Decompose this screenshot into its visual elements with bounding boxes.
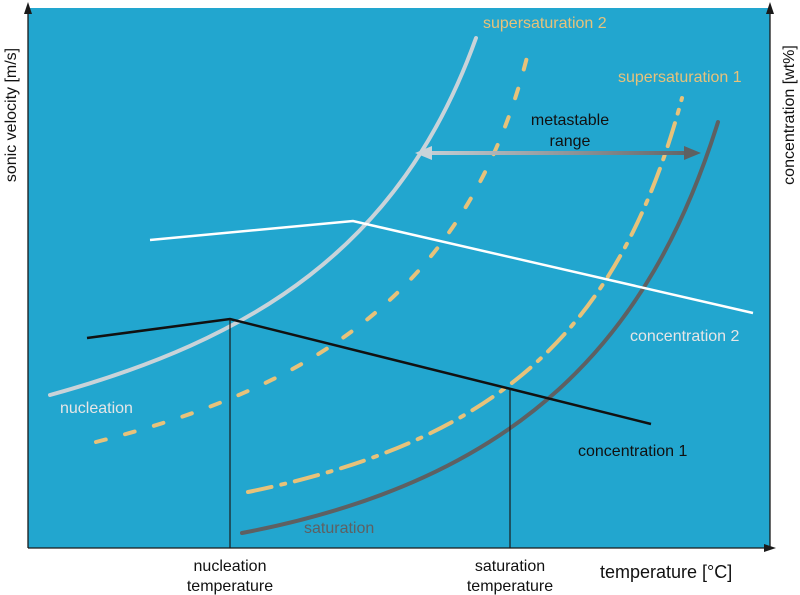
saturation-curve-label: saturation [304, 520, 374, 537]
saturation-temperature-label-line2: temperature [467, 578, 553, 595]
y-axis-right-arrowhead [766, 2, 774, 14]
nucleation-temperature-label-line1: nucleation [194, 558, 267, 575]
y-axis-left-arrowhead [24, 2, 32, 14]
y-left-axis-label: sonic velocity [m/s] [3, 48, 20, 182]
saturation-temperature-label-line1: saturation [475, 558, 545, 575]
x-axis-arrowhead [764, 544, 776, 552]
metastable-arrowhead-left [415, 146, 432, 160]
concentration-2-line [149, 219, 754, 315]
x-axis-label: temperature [°C] [600, 562, 732, 582]
supersaturation-1-label: supersaturation 1 [618, 69, 742, 86]
metastable-range-label-line1: metastable [531, 112, 609, 129]
concentration-1-label: concentration 1 [578, 443, 688, 460]
metastable-arrowhead-right [684, 146, 701, 160]
nucleation-temperature-label-line2: temperature [187, 578, 273, 595]
plot-area [28, 8, 770, 548]
y-right-axis-label: concentration [wt%] [781, 45, 798, 185]
supersaturation-2-label: supersaturation 2 [483, 15, 607, 32]
nucleation-curve-label: nucleation [60, 400, 133, 417]
supersaturation-1-curve [246, 96, 684, 494]
metastable-range-label-line2: range [550, 133, 591, 150]
concentration-2-label: concentration 2 [630, 328, 740, 345]
nucleation-curve [48, 36, 478, 397]
saturation-curve [240, 120, 720, 535]
supersaturation-2-curve [94, 43, 532, 444]
